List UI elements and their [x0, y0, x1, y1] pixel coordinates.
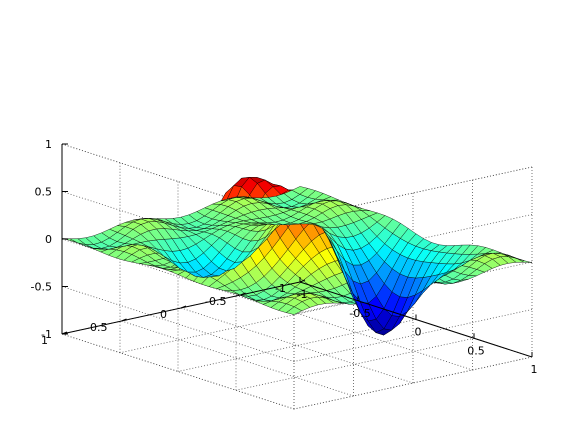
y-tick: [121, 318, 127, 322]
z-tick-label: -0.5: [31, 281, 52, 294]
z-tick-label: 0: [45, 233, 52, 246]
x-tick-label: 0: [415, 326, 422, 339]
y-tick-label: -0.5: [205, 295, 226, 308]
x-tick-label: 1: [531, 363, 538, 376]
y-tick: [299, 279, 306, 283]
surface-layer: [61, 176, 533, 336]
z-tick-label: -1: [41, 328, 52, 341]
grid-line: [121, 320, 354, 397]
y-tick: [61, 331, 68, 335]
x-tick-label: -0.5: [349, 307, 370, 320]
y-tick-label: 0.5: [90, 321, 108, 334]
y-tick: [180, 305, 187, 309]
grid-line: [235, 337, 475, 391]
x-tick-label: 0.5: [467, 344, 485, 357]
labels-layer: -1-0.500.51-1-0.500.51-1-0.500.51: [31, 138, 538, 376]
axes-layer: [61, 143, 533, 358]
y-tick: [240, 292, 246, 296]
z-tick-label: 1: [45, 138, 52, 151]
y-tick-label: 0: [160, 308, 167, 321]
y-tick-label: 1: [41, 334, 48, 347]
z-tick-label: 0.5: [35, 186, 53, 199]
surface-patch: [291, 186, 309, 195]
y-tick-label: -1: [275, 282, 286, 295]
x-tick-label: -1: [297, 288, 308, 301]
grid-line: [293, 309, 533, 362]
